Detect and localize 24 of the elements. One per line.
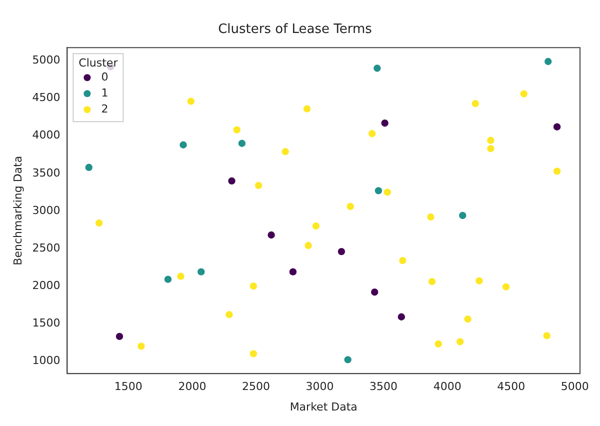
x-tick-label: 5000 — [560, 380, 589, 394]
x-tick-label: 2500 — [242, 380, 270, 394]
legend-label: 2 — [101, 102, 108, 116]
y-tick-label: 1500 — [32, 316, 60, 330]
legend-label: 1 — [101, 86, 108, 100]
x-tick-label: 2000 — [178, 380, 206, 394]
x-axis-title: Market Data — [290, 400, 358, 414]
y-tick-label: 3500 — [32, 166, 60, 180]
y-tick-label: 2000 — [32, 278, 60, 292]
y-tick-label: 2500 — [32, 241, 60, 254]
x-tick-label: 3000 — [306, 380, 334, 394]
x-tick-label: 3500 — [370, 380, 398, 394]
y-tick-label: 1000 — [32, 354, 60, 368]
chart-title: Clusters of Lease Terms — [218, 22, 372, 38]
x-tick-label: 1500 — [114, 380, 142, 394]
legend-title: Cluster — [78, 56, 118, 70]
y-tick-label: 4000 — [32, 128, 60, 142]
y-tick-label: 3000 — [32, 204, 60, 217]
x-tick-label: 4000 — [433, 380, 462, 394]
y-tick-label: 5000 — [32, 54, 60, 67]
y-tick-label: 4500 — [32, 91, 60, 104]
x-tick-label: 4500 — [497, 380, 526, 394]
y-axis-title: Benchmarking Data — [11, 156, 24, 266]
legend-label: 0 — [101, 70, 108, 84]
